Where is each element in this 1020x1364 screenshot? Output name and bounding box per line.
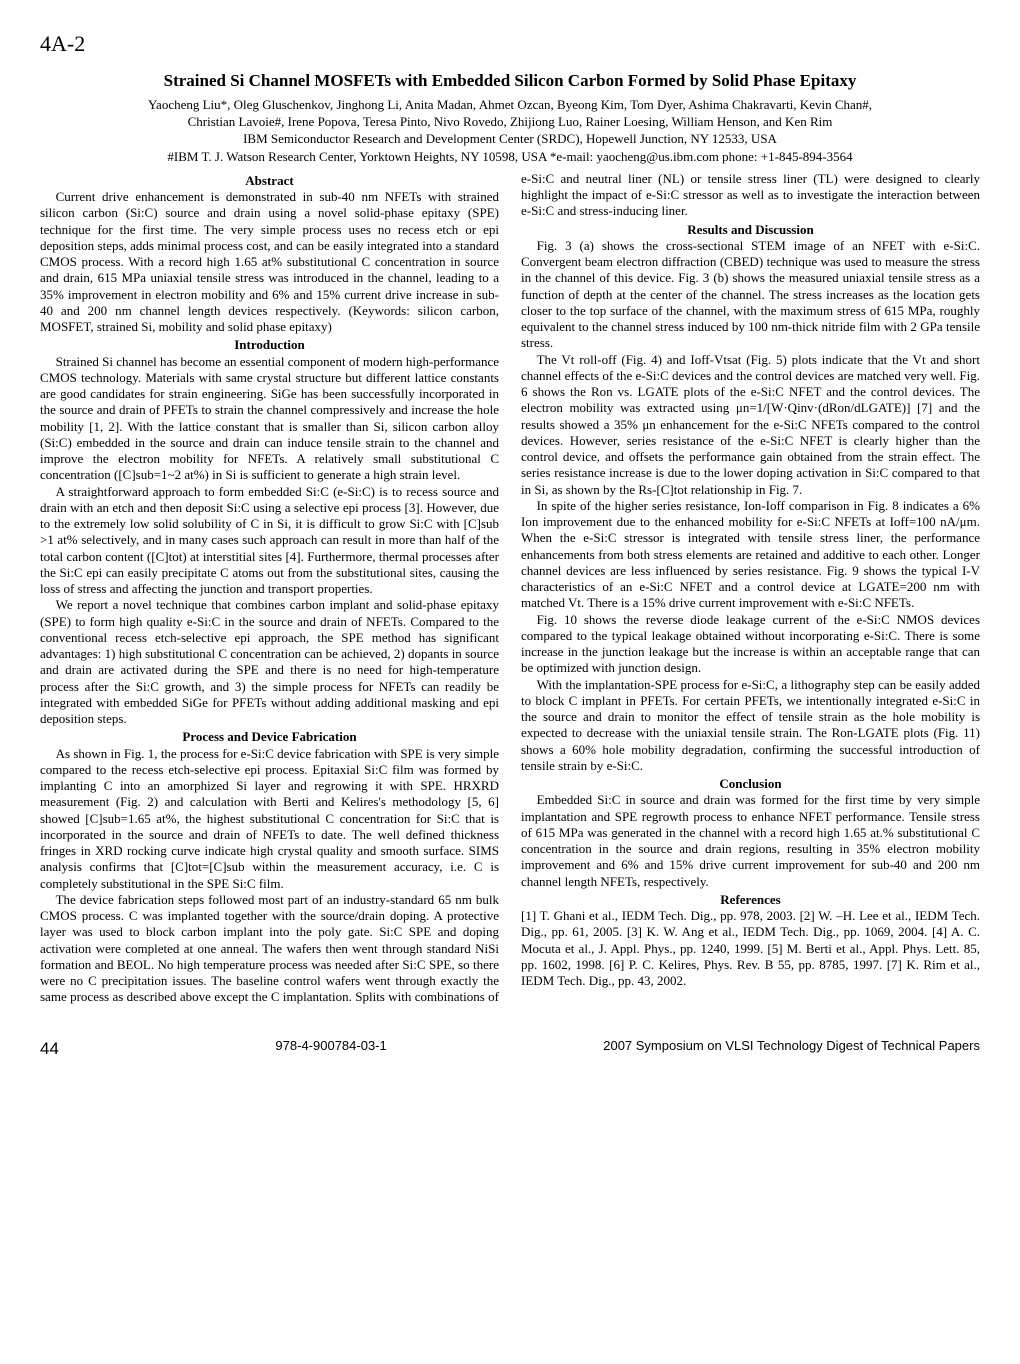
page-number: 44 xyxy=(40,1038,59,1059)
heading-abstract: Abstract xyxy=(40,173,499,189)
intro-para-3: We report a novel technique that combine… xyxy=(40,597,499,727)
conclusion-text: Embedded Si:C in source and drain was fo… xyxy=(521,792,980,890)
section-id: 4A-2 xyxy=(40,30,980,58)
authors-line-1: Yaocheng Liu*, Oleg Gluschenkov, Jinghon… xyxy=(40,97,980,113)
results-para-1: Fig. 3 (a) shows the cross-sectional STE… xyxy=(521,238,980,352)
results-para-5: With the implantation-SPE process for e-… xyxy=(521,677,980,775)
isbn: 978-4-900784-03-1 xyxy=(275,1038,386,1059)
heading-conclusion: Conclusion xyxy=(521,776,980,792)
authors-line-2: Christian Lavoie#, Irene Popova, Teresa … xyxy=(40,114,980,130)
affiliation-2: #IBM T. J. Watson Research Center, Yorkt… xyxy=(40,149,980,165)
conference-name: 2007 Symposium on VLSI Technology Digest… xyxy=(603,1038,980,1059)
intro-para-2: A straightforward approach to form embed… xyxy=(40,484,499,598)
footer: 44 978-4-900784-03-1 2007 Symposium on V… xyxy=(40,1038,980,1059)
affiliation-1: IBM Semiconductor Research and Developme… xyxy=(40,131,980,147)
heading-results: Results and Discussion xyxy=(521,222,980,238)
body-columns: Abstract Current drive enhancement is de… xyxy=(40,171,980,1006)
references-text: [1] T. Ghani et al., IEDM Tech. Dig., pp… xyxy=(521,908,980,989)
intro-para-1: Strained Si channel has become an essent… xyxy=(40,354,499,484)
paper-title: Strained Si Channel MOSFETs with Embedde… xyxy=(40,70,980,91)
results-para-4: Fig. 10 shows the reverse diode leakage … xyxy=(521,612,980,677)
abstract-text: Current drive enhancement is demonstrate… xyxy=(40,189,499,335)
process-para-1: As shown in Fig. 1, the process for e-Si… xyxy=(40,746,499,892)
heading-references: References xyxy=(521,892,980,908)
results-para-3: In spite of the higher series resistance… xyxy=(521,498,980,612)
results-para-2: The Vt roll-off (Fig. 4) and Ioff-Vtsat … xyxy=(521,352,980,498)
heading-introduction: Introduction xyxy=(40,337,499,353)
heading-process: Process and Device Fabrication xyxy=(40,729,499,745)
